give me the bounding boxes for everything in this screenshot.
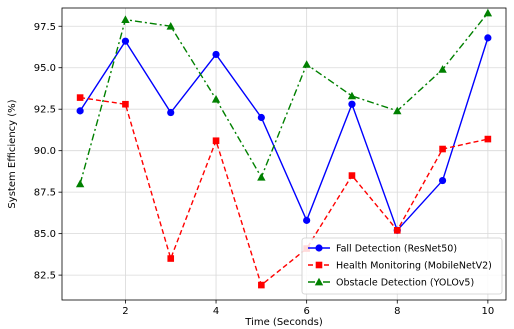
data-point bbox=[257, 173, 266, 181]
x-axis-ticks: 2 4 6 8 10 bbox=[122, 300, 494, 317]
series-line bbox=[80, 96, 489, 287]
legend-box bbox=[301, 237, 503, 295]
grid-lines bbox=[62, 8, 506, 300]
y-tick-label: 97.5 bbox=[34, 22, 56, 33]
data-point bbox=[76, 94, 84, 101]
data-point bbox=[75, 179, 85, 188]
data-point bbox=[257, 113, 265, 122]
series-1 bbox=[76, 34, 492, 234]
series-3 bbox=[75, 8, 493, 188]
data-point bbox=[348, 100, 356, 108]
data-point bbox=[121, 37, 130, 45]
y-tick-label: 82.5 bbox=[34, 271, 56, 282]
series-line bbox=[79, 37, 489, 232]
data-point bbox=[76, 107, 84, 115]
data-point bbox=[122, 100, 129, 108]
y-tick-label: 87.5 bbox=[34, 188, 56, 199]
y-tick-label: 90.0 bbox=[34, 146, 56, 157]
data-point bbox=[258, 281, 265, 289]
y-tick-label: 92.5 bbox=[34, 105, 56, 116]
y-tick-label: 95.0 bbox=[34, 63, 56, 74]
y-tick-label: 85.0 bbox=[34, 229, 56, 240]
legend-item: Health Monitoring (MobileNetV2) bbox=[308, 261, 492, 272]
series-line bbox=[79, 12, 489, 185]
data-point bbox=[167, 255, 175, 262]
y-axis-label: System Efficiency (%) bbox=[7, 99, 18, 208]
data-point bbox=[121, 15, 130, 23]
legend-item: Fall Detection (ResNet50) bbox=[308, 244, 457, 255]
data-point bbox=[393, 106, 402, 115]
data-point bbox=[393, 227, 401, 234]
legend-marker bbox=[314, 277, 324, 286]
x-tick-label: 4 bbox=[213, 306, 219, 317]
legend-label: Obstacle Detection (YOLOv5) bbox=[336, 278, 474, 289]
legend-label: Fall Detection (ResNet50) bbox=[336, 244, 457, 255]
x-tick-label: 10 bbox=[482, 306, 495, 317]
data-point bbox=[438, 65, 447, 73]
plot-area-frame bbox=[61, 7, 507, 301]
data-point bbox=[212, 50, 220, 59]
x-tick-label: 2 bbox=[122, 306, 128, 317]
data-point bbox=[212, 137, 220, 145]
y-axis-ticks: 82.5 85.0 87.5 90.0 92.5 95.0 97.5 bbox=[34, 22, 62, 282]
series-layer bbox=[75, 8, 493, 289]
data-point bbox=[166, 22, 175, 30]
legend-marker bbox=[315, 244, 323, 252]
x-axis-label: Time (Seconds) bbox=[244, 317, 323, 328]
data-point bbox=[347, 91, 357, 100]
data-point bbox=[211, 95, 221, 103]
data-point bbox=[484, 135, 492, 143]
data-point bbox=[439, 145, 446, 153]
x-tick-label: 8 bbox=[394, 306, 400, 317]
data-point bbox=[484, 34, 492, 42]
legend-item: Obstacle Detection (YOLOv5) bbox=[308, 278, 474, 289]
data-point bbox=[483, 8, 493, 17]
data-point bbox=[302, 60, 311, 68]
legend-label: Health Monitoring (MobileNetV2) bbox=[336, 261, 492, 272]
data-point bbox=[348, 172, 356, 179]
x-tick-label: 6 bbox=[303, 306, 309, 317]
data-point bbox=[438, 176, 447, 185]
legend: Fall Detection (ResNet50) Health Monitori… bbox=[301, 237, 503, 295]
legend-marker bbox=[315, 261, 323, 269]
data-point bbox=[167, 108, 175, 117]
data-point bbox=[303, 216, 311, 224]
